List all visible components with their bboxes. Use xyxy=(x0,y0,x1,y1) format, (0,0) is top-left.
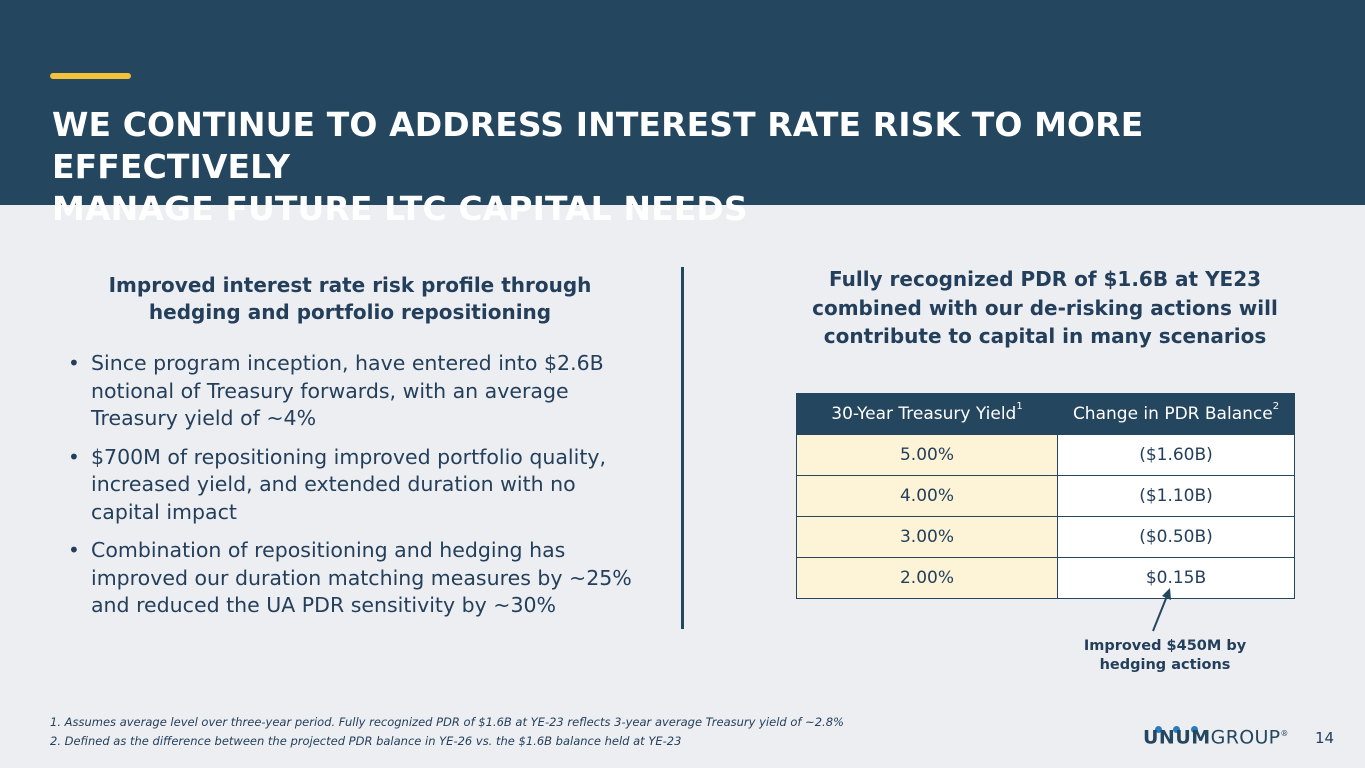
yield-cell: 3.00% xyxy=(796,516,1058,558)
bullet-list: • Since program inception, have entered i… xyxy=(68,350,648,631)
pdr-sensitivity-table: 30-Year Treasury Yield1 Change in PDR Ba… xyxy=(796,393,1295,599)
title-line-2: MANAGE FUTURE LTC CAPITAL NEEDS xyxy=(52,189,748,228)
table-row: 4.00% ($1.10B) xyxy=(796,475,1295,517)
right-heading-line-1: Fully recognized PDR of $1.6B at YE23 xyxy=(828,267,1262,291)
hedging-callout: Improved $450M by hedging actions xyxy=(1055,637,1275,675)
bullet-text: Combination of repositioning and hedging… xyxy=(91,538,632,617)
left-heading-line-2: hedging and portfolio repositioning xyxy=(148,300,552,324)
footnotes: 1. Assumes average level over three-year… xyxy=(50,713,1000,751)
header-treasury-yield-label: 30-Year Treasury Yield xyxy=(831,404,1017,424)
title-line-1: WE CONTINUE TO ADDRESS INTEREST RATE RIS… xyxy=(52,105,1144,186)
table-header-row: 30-Year Treasury Yield1 Change in PDR Ba… xyxy=(796,393,1295,435)
footnote-ref-2: 2 xyxy=(1272,401,1280,412)
yield-cell: 4.00% xyxy=(796,475,1058,517)
bullet-dot-icon: • xyxy=(68,351,80,375)
unum-group-logo: UNUMGROUP® xyxy=(1143,718,1293,748)
page-number: 14 xyxy=(1315,729,1335,747)
header-pdr-change: Change in PDR Balance2 xyxy=(1057,393,1295,435)
footnote-1: 1. Assumes average level over three-year… xyxy=(50,715,844,729)
table-row: 2.00% $0.15B xyxy=(796,557,1295,599)
table-row: 3.00% ($0.50B) xyxy=(796,516,1295,558)
change-cell: $0.15B xyxy=(1057,557,1295,599)
logo-unum-text: UNUM xyxy=(1143,726,1211,749)
logo-group-text: GROUP xyxy=(1210,726,1281,749)
right-heading-line-2: combined with our de-risking actions wil… xyxy=(812,295,1278,320)
left-heading-line-1: Improved interest rate risk profile thro… xyxy=(108,273,592,297)
callout-line-2: hedging actions xyxy=(1099,657,1231,673)
logo-text: UNUMGROUP® xyxy=(1143,723,1288,748)
right-heading: Fully recognized PDR of $1.6B at YE23 co… xyxy=(775,265,1315,351)
accent-bar xyxy=(50,73,131,79)
change-cell: ($0.50B) xyxy=(1057,516,1295,558)
footnote-ref-1: 1 xyxy=(1016,401,1023,412)
logo-dots-icon xyxy=(1155,718,1209,737)
left-heading: Improved interest rate risk profile thro… xyxy=(80,272,620,326)
callout-line-1: Improved $450M by xyxy=(1083,638,1247,654)
yield-cell: 5.00% xyxy=(796,434,1058,476)
yield-cell: 2.00% xyxy=(796,557,1058,599)
bullet-dot-icon: • xyxy=(68,444,80,469)
bullet-text: $700M of repositioning improved portfoli… xyxy=(91,444,607,524)
header-treasury-yield: 30-Year Treasury Yield1 xyxy=(796,393,1058,435)
page-title: WE CONTINUE TO ADDRESS INTEREST RATE RIS… xyxy=(52,104,1342,230)
logo-registered-mark: ® xyxy=(1280,729,1289,738)
header-banner: WE CONTINUE TO ADDRESS INTEREST RATE RIS… xyxy=(0,0,1365,228)
change-cell: ($1.60B) xyxy=(1057,434,1295,476)
footnote-2: 2. Defined as the difference between the… xyxy=(50,734,682,748)
change-cell: ($1.10B) xyxy=(1057,475,1295,517)
bullet-text: Since program inception, have entered in… xyxy=(91,351,604,430)
column-divider xyxy=(681,267,684,629)
bullet-item: • Combination of repositioning and hedgin… xyxy=(68,537,648,620)
bullet-dot-icon: • xyxy=(68,538,80,562)
right-heading-line-3: contribute to capital in many scenarios xyxy=(823,324,1267,348)
header-pdr-change-label: Change in PDR Balance xyxy=(1072,404,1273,424)
table-row: 5.00% ($1.60B) xyxy=(796,434,1295,476)
bullet-item: • $700M of repositioning improved portfol… xyxy=(68,444,648,527)
bullet-item: • Since program inception, have entered i… xyxy=(68,350,648,433)
